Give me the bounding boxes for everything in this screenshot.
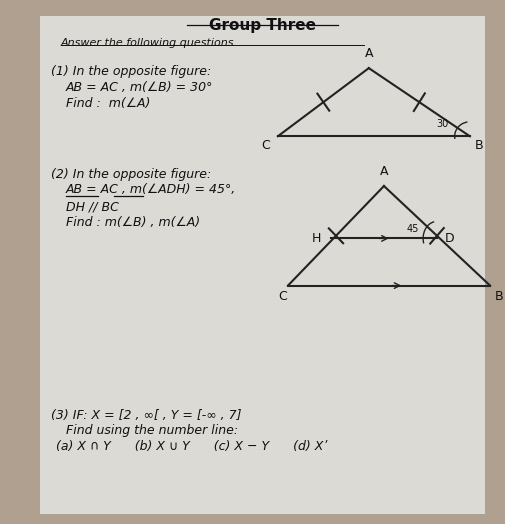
Text: 30: 30 [435, 119, 447, 129]
Text: Group Three: Group Three [209, 18, 316, 34]
Text: Find :  m(∠A): Find : m(∠A) [66, 97, 150, 110]
Text: B: B [494, 290, 503, 303]
Text: Answer the following questions.: Answer the following questions. [61, 38, 237, 48]
Text: Find using the number line:: Find using the number line: [66, 424, 237, 438]
Text: (1) In the opposite figure:: (1) In the opposite figure: [50, 66, 211, 79]
Text: A: A [379, 165, 387, 178]
Text: (a) X ∩ Y      (b) X ∪ Y      (c) X − Y      (d) Xʹ: (a) X ∩ Y (b) X ∪ Y (c) X − Y (d) Xʹ [56, 440, 326, 453]
Text: B: B [474, 139, 483, 152]
Text: 45: 45 [406, 224, 418, 234]
Text: DH // BC: DH // BC [66, 200, 118, 213]
Text: (3) IF: X = [2 , ∞[ , Y = [-∞ , 7]: (3) IF: X = [2 , ∞[ , Y = [-∞ , 7] [50, 409, 240, 422]
Text: AB = AC , m(∠B) = 30°: AB = AC , m(∠B) = 30° [66, 81, 213, 94]
Text: A: A [364, 47, 372, 60]
Text: H: H [311, 232, 320, 245]
Text: D: D [444, 232, 453, 245]
Text: Find : m(∠B) , m(∠A): Find : m(∠B) , m(∠A) [66, 216, 199, 229]
Text: C: C [261, 139, 270, 152]
FancyBboxPatch shape [40, 16, 484, 514]
Text: AB = AC , m(∠ADH) = 45°,: AB = AC , m(∠ADH) = 45°, [66, 183, 235, 196]
Text: C: C [278, 290, 287, 303]
Text: (2) In the opposite figure:: (2) In the opposite figure: [50, 168, 211, 181]
